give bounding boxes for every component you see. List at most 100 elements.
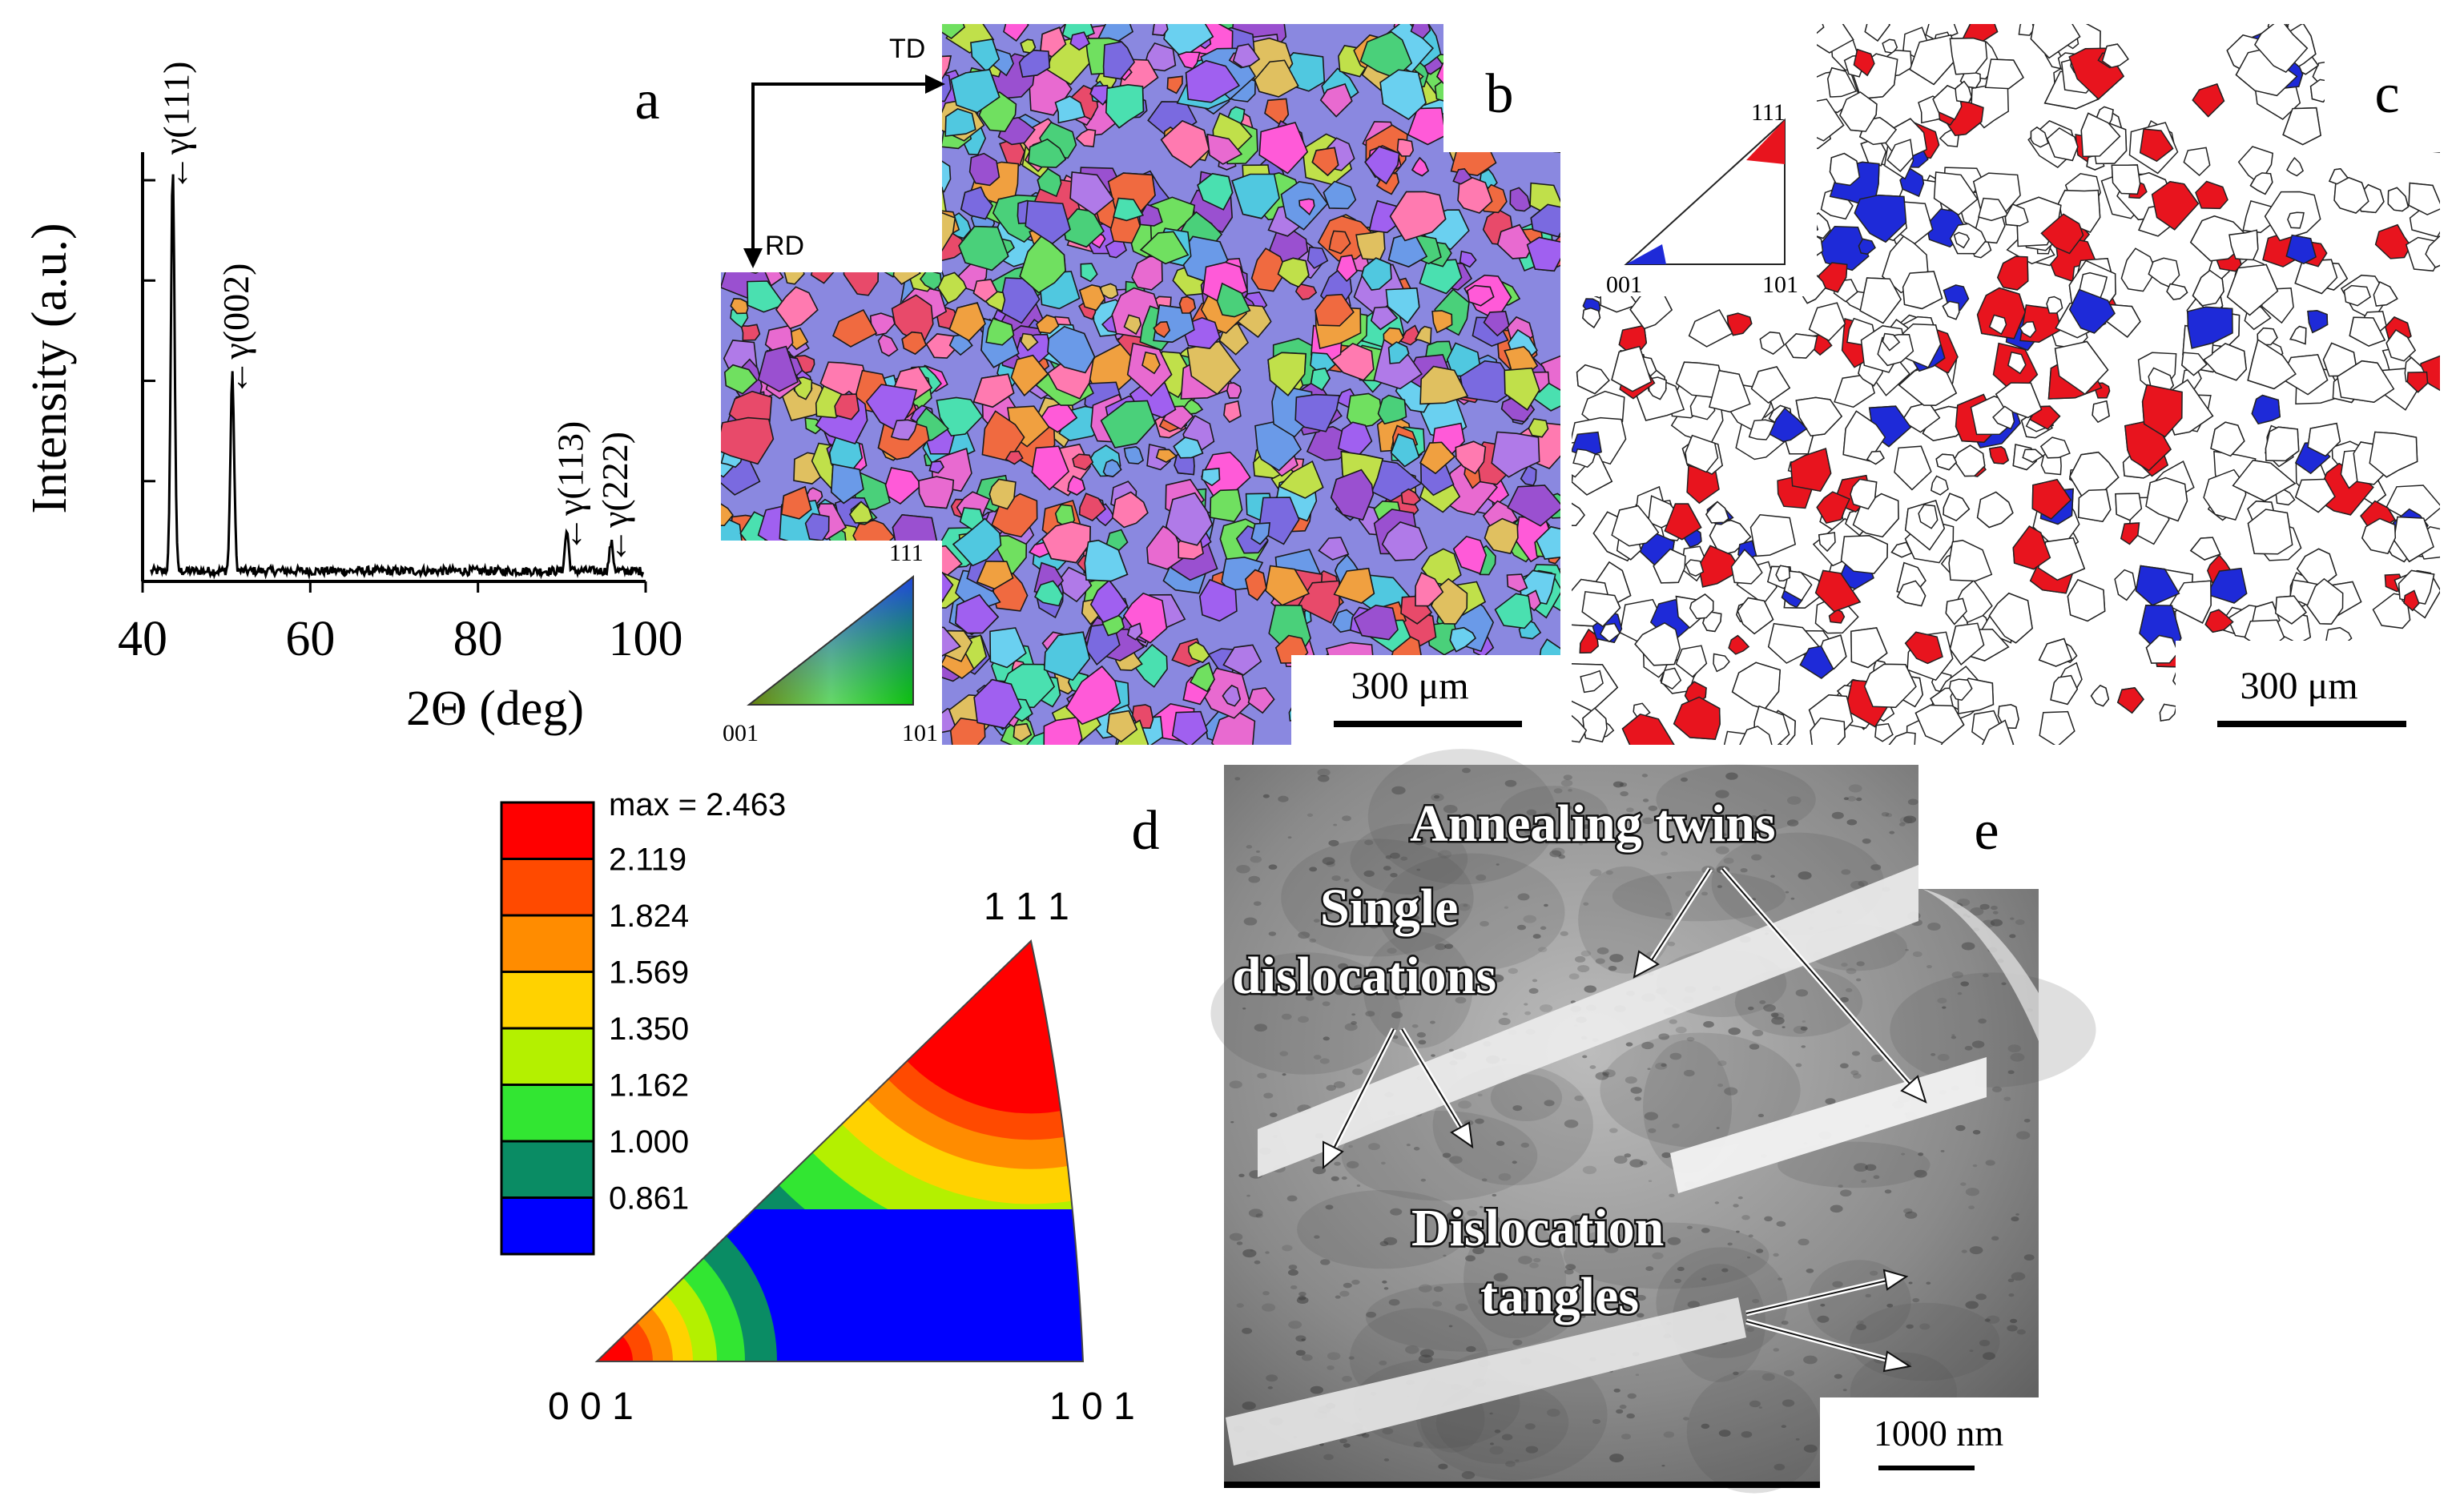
ebsd-grain: [919, 269, 943, 291]
ebsd-grain: [804, 90, 864, 124]
texture-grain: [2092, 400, 2110, 424]
tem-dislocation: [1334, 1161, 1341, 1166]
ebsd-grain: [823, 163, 850, 188]
ebsd-grain: [1478, 24, 1519, 48]
ebsd-grain: [1123, 445, 1145, 464]
texture-grain: [2120, 522, 2140, 545]
xrd-peak-label: ←γ(222): [594, 432, 635, 565]
ebsd-grain: [1390, 433, 1420, 468]
texture-grain: [2039, 710, 2075, 745]
tem-dislocation: [1532, 979, 1538, 983]
ebsd-grain: [1323, 180, 1357, 210]
ebsd-grain: [1385, 287, 1420, 324]
ebsd-grain: [1084, 539, 1129, 582]
texture-grain: [1600, 42, 1629, 74]
legend-color-swatch: [500, 914, 595, 973]
ebsd-grain: [816, 45, 852, 78]
ebsd-grain: [1379, 69, 1427, 120]
texture-grain: [2019, 321, 2037, 339]
texture-grain: [1635, 78, 1678, 116]
texture-grain: [2406, 66, 2434, 93]
texture-grain: [1672, 45, 1707, 78]
tem-dislocation: [1991, 905, 1998, 911]
texture-grain: [1948, 539, 1993, 582]
tem-bottom-bar: [1224, 1482, 1820, 1488]
ebsd-grain: [1160, 119, 1210, 169]
tem-dislocation: [1728, 1027, 1741, 1035]
ebsd-grain: [904, 99, 925, 126]
panel-b-ebsd-map: TD RD 111 001 101 300 μm b: [721, 24, 1560, 746]
tem-dislocation: [1255, 1213, 1263, 1218]
texture-grain: [1644, 24, 1685, 57]
tem-dislocation: [1968, 1205, 1975, 1210]
texture-grain: [1649, 79, 1679, 107]
legend-color-swatch: [500, 801, 595, 860]
texture-grain: [2373, 281, 2398, 307]
ebsd-grain: [976, 560, 1014, 590]
ebsd-grain: [973, 678, 1022, 730]
tem-dislocation: [1625, 1042, 1633, 1047]
xrd-x-tick-label: 100: [609, 612, 683, 666]
ebsd-grain: [1265, 565, 1311, 606]
ebsd-grain: [757, 24, 796, 39]
ebsd-grain: [972, 279, 998, 303]
tem-dislocation: [2003, 1096, 2011, 1101]
texture-grain: [1863, 663, 1917, 709]
ebsd-grain: [1019, 234, 1066, 294]
ebsd-grain: [1102, 459, 1122, 477]
ebsd-grain: [877, 334, 899, 357]
texture-grain: [2421, 37, 2440, 62]
tem-dislocation: [1310, 1159, 1315, 1162]
tem-dislocation: [1256, 850, 1260, 853]
tem-dislocation: [2007, 1325, 2018, 1332]
texture-grain: [1735, 28, 1761, 51]
texture-grain: [2343, 284, 2372, 307]
tem-dislocation: [1295, 1335, 1306, 1342]
ebsd-grain: [1389, 191, 1447, 242]
tem-dislocation: [1972, 1129, 1981, 1135]
ebsd-grain: [1531, 102, 1560, 155]
tem-dislocation: [1669, 1019, 1677, 1024]
tem-dislocation: [1582, 1165, 1597, 1175]
texture-grain: [1679, 163, 1705, 188]
legend-color-swatch: [500, 858, 595, 917]
tem-dislocation: [1908, 1281, 1913, 1285]
tem-dislocation: [1339, 1290, 1350, 1297]
tem-dislocation: [2015, 1131, 2031, 1140]
ebsd-grain: [1522, 24, 1560, 63]
tem-dislocation: [1343, 1282, 1352, 1289]
label-dislocations: dislocations: [1232, 947, 1496, 1005]
texture-grain: [1943, 493, 1971, 521]
ebsd-grain: [1018, 49, 1051, 78]
legend-level-label: 2.119: [609, 842, 686, 878]
tem-dislocation: [1253, 901, 1262, 907]
ebsd-grain: [1330, 468, 1375, 521]
tem-dislocation: [1898, 822, 1906, 826]
legend-level-label: 1.569: [609, 955, 689, 991]
ebsd-grain: [1138, 203, 1163, 227]
ebsd-grain: [1449, 626, 1476, 653]
scale-bar-c: 300 μm: [2176, 641, 2440, 745]
tem-dislocation: [1327, 1352, 1341, 1361]
ebsd-grain: [1089, 84, 1110, 106]
xrd-peak-labels: ←γ(111) ←γ(002) ←γ(113) ←γ(222): [156, 61, 635, 564]
ebsd-grain: [1210, 711, 1256, 745]
tem-dislocation: [1342, 815, 1351, 822]
tem-dislocation: [1635, 1373, 1640, 1377]
texture-grain: [1778, 55, 1811, 82]
ebsd-grain: [733, 231, 753, 252]
texture-grain: [2007, 351, 2027, 375]
ebsd-grain: [816, 219, 858, 259]
ebsd-grain: [1411, 156, 1430, 177]
tem-dislocation: [1703, 1021, 1714, 1028]
texture-grain: [1933, 171, 1979, 216]
ebsd-grain: [1226, 382, 1242, 399]
sample-axes: TD RD: [743, 34, 945, 268]
ebsd-grain: [1400, 488, 1421, 506]
ebsd-grain: [1097, 24, 1134, 43]
texture-grain: [2039, 436, 2071, 459]
axis-td-label: TD: [889, 34, 925, 64]
tem-dislocation: [1803, 1355, 1818, 1365]
ebsd-grain: [1364, 146, 1400, 185]
